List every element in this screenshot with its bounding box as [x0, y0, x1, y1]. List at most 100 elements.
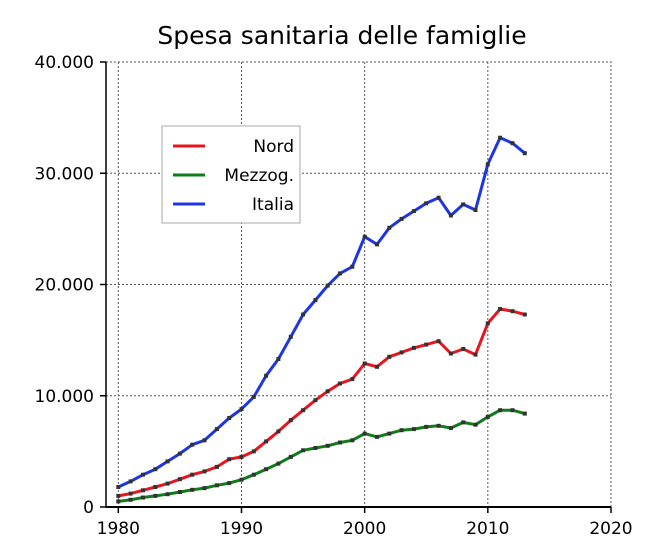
data-point-marker [202, 469, 207, 474]
data-point-marker [461, 202, 466, 207]
data-point-marker [461, 420, 466, 425]
data-point-marker [276, 357, 281, 361]
data-point-marker [522, 151, 527, 156]
data-point-marker [375, 434, 379, 439]
data-point-marker [239, 407, 244, 412]
data-point-marker [411, 427, 416, 432]
data-point-marker [227, 457, 232, 462]
data-point-marker [153, 467, 158, 472]
data-point-marker [375, 364, 379, 369]
chart-title: Spesa sanitaria delle famiglie [157, 21, 526, 50]
data-point-marker [288, 418, 293, 423]
data-point-marker [264, 439, 269, 444]
series-layer [116, 135, 527, 504]
data-point-marker [325, 283, 330, 288]
data-point-marker [350, 264, 355, 269]
data-point-marker [116, 485, 121, 489]
data-point-marker [313, 446, 318, 450]
data-point-marker [116, 499, 121, 504]
data-point-marker [141, 495, 145, 500]
data-point-marker [522, 312, 527, 317]
data-point-marker [510, 141, 515, 146]
legend-label: Italia [252, 195, 294, 215]
data-point-marker [227, 481, 232, 486]
data-point-marker [387, 431, 392, 436]
data-point-marker [424, 424, 429, 429]
data-point-marker [165, 481, 170, 486]
data-point-marker [301, 448, 306, 453]
y-tick-label: 30.000 [35, 164, 94, 184]
data-point-marker [399, 428, 404, 433]
data-point-marker [276, 461, 281, 466]
data-point-marker [448, 351, 453, 356]
data-point-marker [214, 483, 219, 488]
data-point-marker [350, 438, 355, 443]
data-point-marker [190, 442, 195, 447]
data-point-marker [288, 454, 293, 459]
data-point-marker [313, 298, 318, 303]
y-tick-label: 40.000 [35, 53, 94, 73]
data-point-marker [214, 427, 219, 432]
data-point-marker [116, 493, 121, 498]
data-point-marker [251, 472, 256, 477]
data-point-marker [153, 493, 158, 498]
data-point-marker [276, 429, 281, 434]
data-point-marker [264, 467, 269, 472]
data-point-marker [165, 459, 170, 464]
data-point-marker [239, 454, 244, 459]
data-point-marker [498, 307, 503, 311]
data-point-marker [177, 477, 182, 482]
legend: Nord Mezzog. Italia [161, 125, 301, 224]
data-point-marker [301, 312, 306, 317]
y-axis-ticks: 0 10.000 20.000 30.000 40.000 [35, 53, 106, 518]
data-point-marker [325, 389, 330, 394]
legend-items: Nord Mezzog. Italia [173, 137, 294, 215]
data-point-marker [473, 208, 478, 212]
data-point-marker [177, 490, 182, 494]
data-point-marker [362, 234, 367, 239]
data-point-marker [375, 242, 379, 247]
x-tick-label: 2020 [589, 519, 632, 539]
data-point-marker [387, 225, 392, 230]
data-point-marker [498, 135, 503, 140]
x-tick-label: 1990 [220, 519, 263, 539]
data-point-marker [264, 373, 269, 378]
data-point-marker [485, 162, 490, 167]
data-point-marker [313, 398, 318, 403]
data-point-marker [190, 472, 195, 477]
data-point-marker [362, 361, 367, 366]
data-point-marker [251, 449, 256, 454]
data-point-marker [214, 464, 219, 469]
data-point-marker [128, 497, 133, 502]
y-tick-label: 10.000 [35, 387, 94, 407]
data-point-marker [510, 309, 515, 314]
data-point-marker [190, 487, 195, 492]
data-point-marker [288, 334, 293, 339]
data-point-marker [399, 350, 404, 355]
data-point-marker [424, 342, 429, 347]
legend-label: Mezzog. [224, 166, 294, 186]
data-point-marker [128, 491, 133, 496]
data-point-marker [325, 443, 330, 448]
data-point-marker [350, 377, 355, 382]
data-point-marker [448, 426, 453, 430]
data-point-marker [165, 492, 170, 497]
data-point-marker [498, 408, 503, 413]
y-tick-label: 20.000 [35, 276, 94, 296]
data-point-marker [301, 408, 306, 413]
data-point-marker [128, 479, 133, 484]
data-point-marker [485, 414, 490, 419]
data-point-marker [239, 477, 244, 482]
data-point-marker [141, 488, 145, 493]
data-point-marker [424, 201, 429, 206]
data-point-marker [473, 422, 478, 427]
data-point-marker [510, 408, 515, 413]
y-tick-label: 0 [83, 498, 94, 518]
data-point-marker [153, 485, 158, 489]
data-point-marker [362, 431, 367, 436]
data-point-marker [436, 339, 441, 344]
data-point-marker [485, 321, 490, 326]
data-point-marker [251, 394, 256, 399]
series-line-nord [118, 307, 526, 498]
